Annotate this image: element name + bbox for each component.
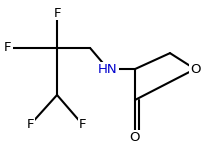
Text: O: O xyxy=(130,131,140,143)
Text: HN: HN xyxy=(98,63,118,76)
Text: F: F xyxy=(79,118,87,131)
Text: F: F xyxy=(4,42,12,54)
Text: F: F xyxy=(26,118,34,131)
Text: F: F xyxy=(53,7,61,19)
Text: O: O xyxy=(190,63,200,76)
